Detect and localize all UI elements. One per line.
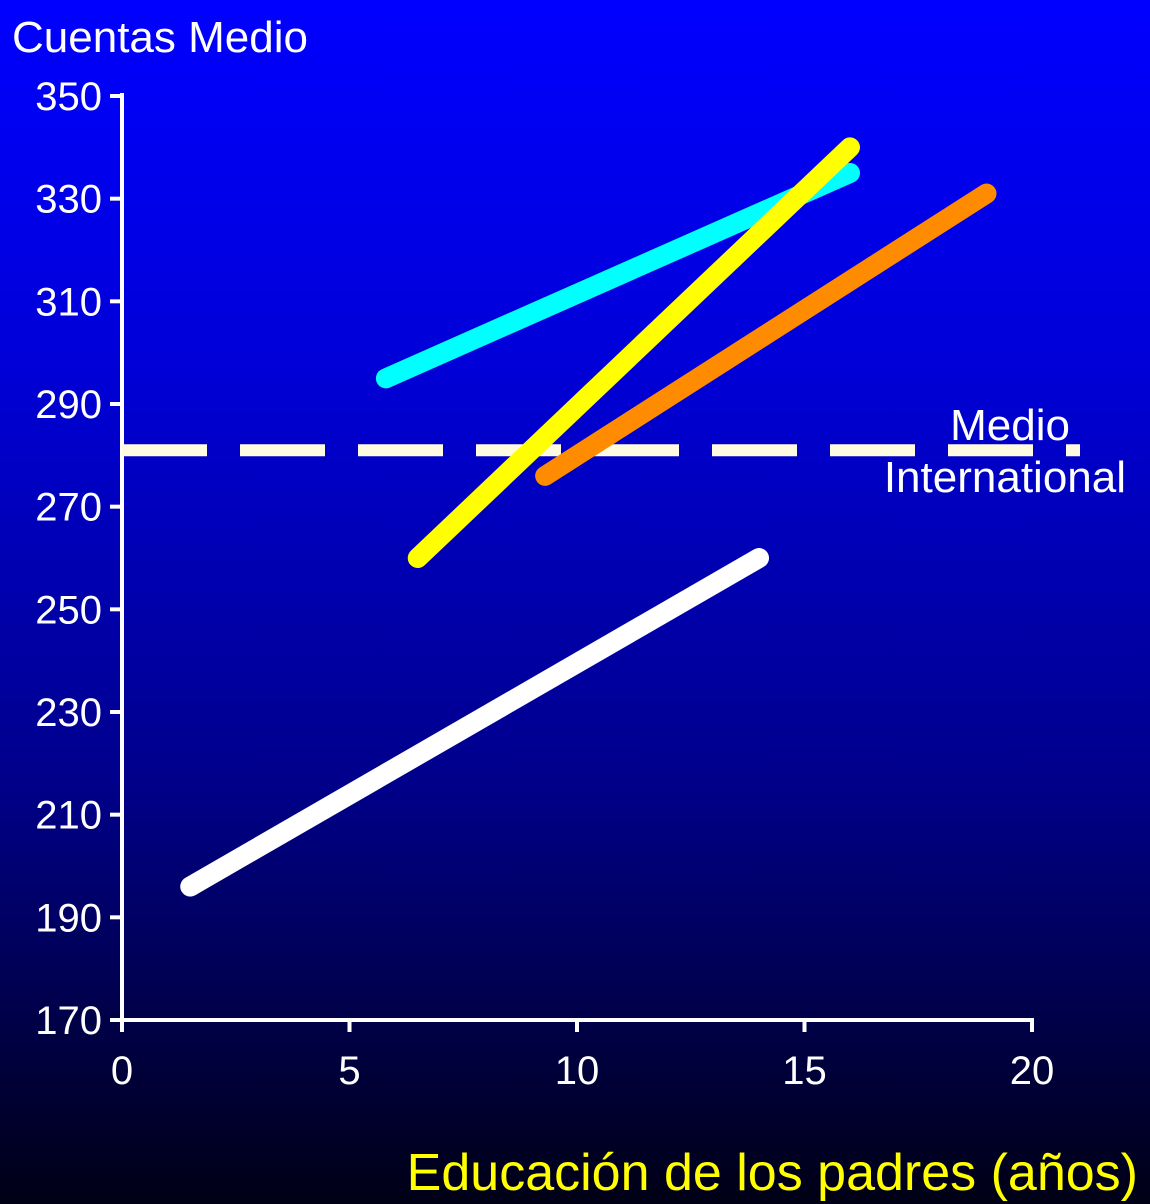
reference-label-line1: Medio	[950, 401, 1070, 450]
y-tick-label: 210	[35, 794, 102, 838]
y-axis-title: Cuentas Medio	[12, 13, 308, 62]
x-tick-label: 20	[1010, 1049, 1055, 1093]
series-group	[180, 137, 997, 897]
y-tick-label: 190	[35, 896, 102, 940]
y-tick-label: 230	[35, 691, 102, 735]
y-tick-label: 350	[35, 75, 102, 119]
x-tick-label: 0	[111, 1049, 133, 1093]
y-tick-label: 250	[35, 588, 102, 632]
x-tick-label: 10	[555, 1049, 600, 1093]
x-tick-label: 5	[338, 1049, 360, 1093]
y-tick-label: 310	[35, 280, 102, 324]
y-tick-label: 170	[35, 999, 102, 1043]
series-line-2	[407, 137, 860, 568]
series-line-3	[535, 183, 997, 486]
x-axis-title: Educación de los padres (años)	[407, 1144, 1138, 1202]
y-tick-label: 290	[35, 383, 102, 427]
x-tick-label: 15	[782, 1049, 827, 1093]
y-tick-label: 330	[35, 178, 102, 222]
y-tick-label: 270	[35, 486, 102, 530]
series-line-4	[180, 548, 769, 897]
axis-ticks: 170 190 210 230 250 270 290 310 330 350 0 5 10 15 20	[35, 75, 1054, 1093]
reference-label-line2: International	[884, 453, 1126, 502]
